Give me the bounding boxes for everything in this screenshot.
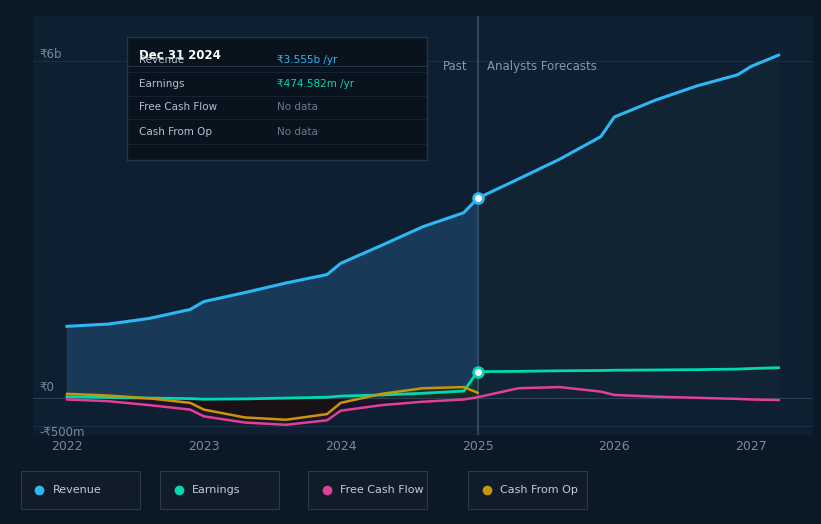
Text: Cash From Op: Cash From Op xyxy=(500,485,578,495)
Text: ₹0: ₹0 xyxy=(39,381,54,394)
Text: Earnings: Earnings xyxy=(192,485,241,495)
Text: Dec 31 2024: Dec 31 2024 xyxy=(140,49,221,62)
FancyBboxPatch shape xyxy=(308,471,427,509)
Text: ₹474.582m /yr: ₹474.582m /yr xyxy=(277,79,354,89)
FancyBboxPatch shape xyxy=(160,471,279,509)
Text: No data: No data xyxy=(277,127,318,137)
Text: ₹6b: ₹6b xyxy=(39,48,62,61)
Text: Free Cash Flow: Free Cash Flow xyxy=(140,102,218,112)
Text: -₹500m: -₹500m xyxy=(39,427,85,440)
Text: Earnings: Earnings xyxy=(140,79,185,89)
FancyBboxPatch shape xyxy=(468,471,587,509)
FancyBboxPatch shape xyxy=(21,471,140,509)
Text: Past: Past xyxy=(443,60,468,73)
Text: Revenue: Revenue xyxy=(53,485,101,495)
Text: Free Cash Flow: Free Cash Flow xyxy=(340,485,424,495)
Text: Revenue: Revenue xyxy=(140,55,185,65)
Text: ₹3.555b /yr: ₹3.555b /yr xyxy=(277,55,337,65)
Text: Analysts Forecasts: Analysts Forecasts xyxy=(487,60,597,73)
Text: No data: No data xyxy=(277,102,318,112)
Text: Cash From Op: Cash From Op xyxy=(140,127,213,137)
